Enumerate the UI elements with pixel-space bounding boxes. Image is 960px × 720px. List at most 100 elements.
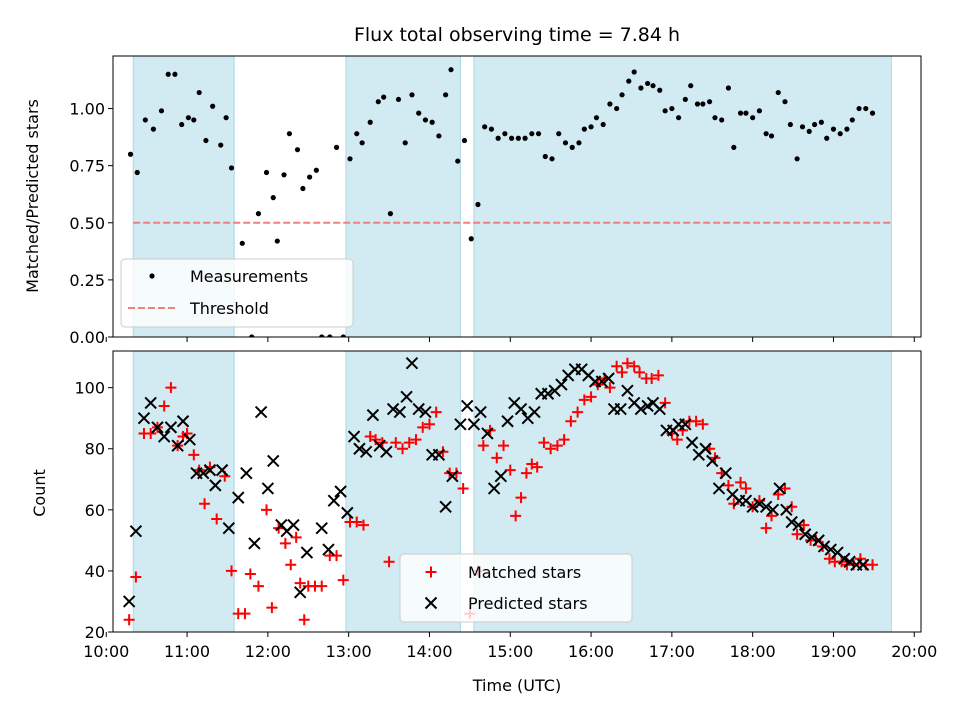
bottom-y-tick-label: 60 [85,501,105,520]
top-measurements-point [509,135,515,141]
bottom-matched-stars-point [735,476,747,488]
top-measurements-point [502,131,508,137]
top-measurements-point [270,195,276,201]
bottom-matched-stars-point [565,415,577,427]
bottom-predicted-stars-point [386,402,400,416]
bottom-predicted-stars-point [454,418,467,431]
bottom-matched-stars-point [239,608,251,620]
bottom-matched-stars-point [417,421,429,433]
bottom-x-tick-label: 11:00 [164,642,210,661]
top-measurements-point [249,334,255,337]
top-y-tick-label: 1.00 [69,100,105,119]
bottom-predicted-stars-point [254,405,268,419]
top-measurements-point [142,117,148,123]
top-measurements-point [787,121,793,128]
top-measurements-point [179,121,185,128]
bottom-matched-stars-point [244,568,256,580]
bottom-x-tick-label: 15:00 [487,642,533,661]
top-measurements-point [429,119,435,125]
top-measurements-point [614,105,620,112]
top-measurements-point [849,117,855,123]
bottom-matched-stars-point [585,391,597,403]
bottom-predicted-stars-point [176,415,190,428]
top-measurements-point [455,158,461,164]
top-measurements-point [768,133,775,139]
top-measurements-point [367,119,373,125]
bottom-predicted-stars-point [719,466,732,480]
bottom-predicted-stars-point [439,500,452,513]
top-measurements-point [395,96,402,103]
top-measurements-point [150,126,156,132]
top-measurements-point [218,142,224,148]
bottom-predicted-stars-point [315,521,328,535]
top-measurements-point [416,110,422,116]
bottom-matched-stars-point [457,482,469,494]
bottom-predicted-stars-point [412,402,425,416]
top-measurements-point [354,131,360,137]
top-measurements-point [443,92,449,98]
top-measurements-point [286,131,293,137]
top-measurements-point [806,128,812,134]
top-measurements-point [448,67,454,73]
bottom-matched-stars-point [616,366,628,378]
bottom-predicted-stars-point [460,399,474,413]
top-measurements-point [794,156,800,162]
bottom-matched-stars-point [604,382,616,394]
bottom-matched-stars-point [740,482,752,494]
bottom-matched-stars-point [130,571,142,583]
bottom-matched-stars-point [226,565,238,577]
bottom-predicted-stars-point [541,387,555,400]
bottom-predicted-stars-point [209,479,222,492]
bottom-matched-stars-point [558,434,570,446]
bottom-y-tick-label: 40 [85,562,105,581]
top-measurements-point [556,131,562,137]
top-measurements-point [468,236,474,242]
top-y-tick-label: 0.75 [69,157,105,176]
top-measurements-point [700,101,706,107]
top-measurements-point [333,144,340,150]
top-measurements-point [549,156,555,162]
top-y-tick-label: 0.50 [69,214,105,233]
bottom-predicted-stars-point [248,537,261,550]
top-measurements-point [743,110,749,116]
bottom-predicted-stars-point [240,466,253,480]
bottom-predicted-stars-point [817,540,831,553]
top-measurements-point [706,99,713,105]
bottom-predicted-stars-point [780,503,793,517]
bottom-matched-stars-point [430,406,442,418]
bottom-predicted-stars-point [157,430,171,443]
top-measurements-point [775,89,781,96]
bottom-matched-stars-point [760,522,772,534]
top-measurements-point [281,172,287,178]
bottom-predicted-stars-point [679,418,692,431]
top-measurements-point [158,108,165,114]
bottom-matched-stars-point [145,427,157,439]
bottom-predicted-stars-point [602,372,615,385]
bottom-predicted-stars-point [171,439,184,452]
bottom-predicted-stars-point [341,506,354,520]
bottom-matched-stars-point [390,437,402,449]
top-measurements-point [461,137,468,144]
bottom-predicted-stars-point [287,518,300,532]
bottom-matched-stars-point [621,357,633,369]
bottom-matched-stars-point [298,614,310,626]
top-measurements-point [185,115,192,121]
bottom-matched-stars-point [551,440,563,452]
top-measurements-point [782,99,788,105]
bottom-predicted-stars-point [164,421,178,434]
top-measurements-point [307,174,313,180]
bottom-predicted-stars-point [144,396,157,410]
bottom-matched-stars-point [285,559,297,571]
top-measurements-point [381,94,387,100]
bottom-matched-stars-point [337,574,349,586]
bottom-matched-stars-point [188,449,200,461]
top-measurements-point [172,71,178,77]
top-measurements-point [542,153,548,160]
top-measurements-point [657,87,663,93]
bottom-predicted-stars-point [203,463,217,477]
top-measurements-point [824,135,830,141]
bottom-predicted-stars-point [327,494,341,507]
bottom-predicted-stars-point [805,531,819,544]
bottom-matched-stars-point [158,400,170,412]
top-marks [127,67,892,337]
